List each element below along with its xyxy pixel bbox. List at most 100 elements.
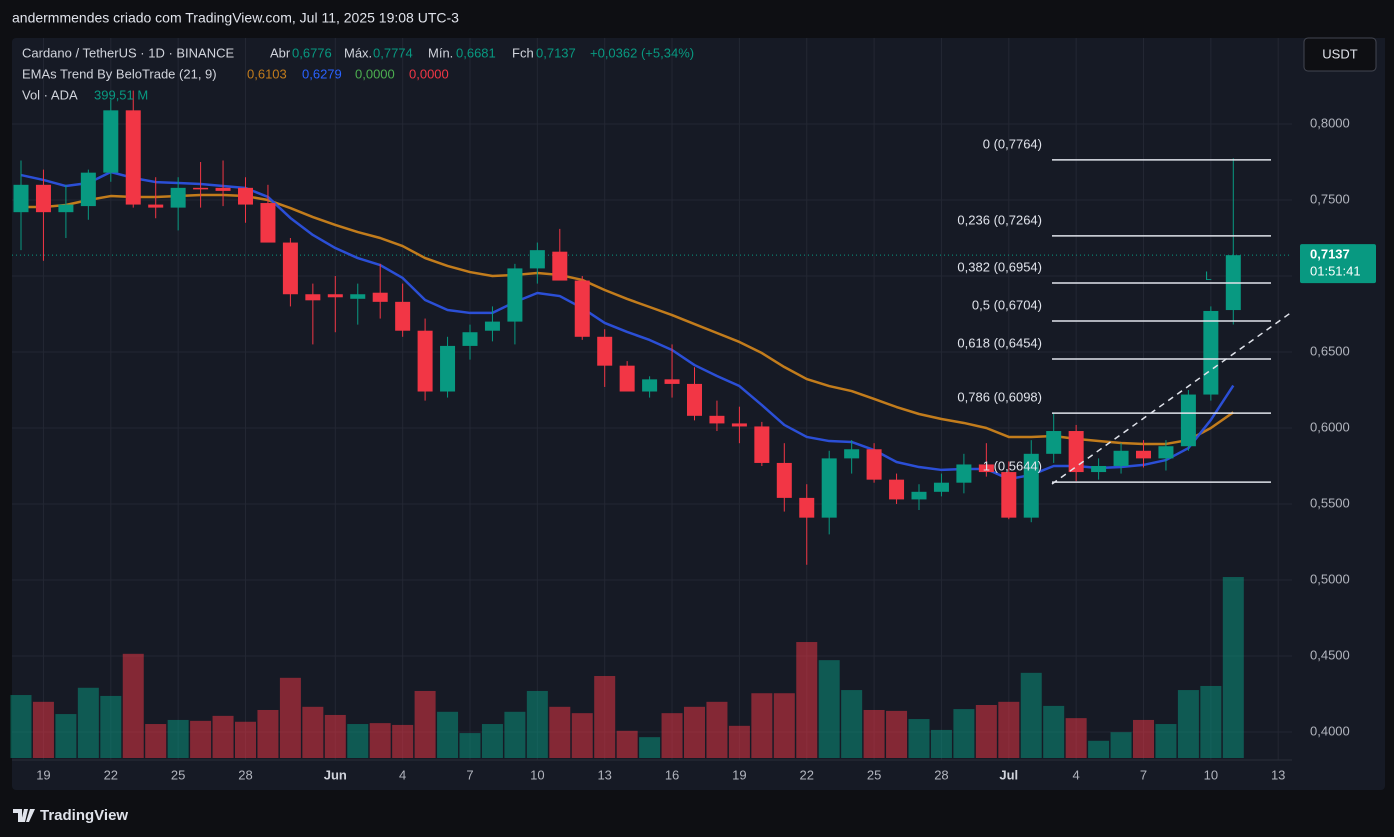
candle-body (170, 187, 186, 208)
candle-body (80, 172, 96, 207)
candle-body (35, 184, 51, 213)
volume-bar (167, 719, 189, 758)
x-tick-label: 7 (466, 767, 473, 782)
y-tick-label: 0,7500 (1310, 191, 1350, 206)
volume-bar (1020, 672, 1042, 758)
open-value: 0,6776 (292, 45, 332, 60)
price-axis (1292, 38, 1385, 760)
candle-body (821, 458, 837, 518)
currency-label: USDT (1322, 46, 1357, 61)
candle-body (731, 423, 747, 427)
candle-body (1158, 446, 1174, 459)
candle-body (58, 204, 74, 213)
volume-bar (594, 676, 616, 758)
fib-label: 0,5 (0,6704) (972, 297, 1042, 312)
candle-body (754, 426, 770, 463)
candle-body (866, 449, 882, 480)
y-tick-label: 0,5000 (1310, 571, 1350, 586)
candle-body (282, 242, 298, 295)
volume-bar (684, 706, 705, 758)
countdown: 01:51:41 (1310, 264, 1361, 279)
volume-bar (818, 660, 840, 758)
volume-bar (212, 715, 234, 758)
y-tick-label: 0,5500 (1310, 495, 1350, 510)
volume-bar (571, 713, 593, 758)
volume-bar (661, 713, 683, 758)
close-label: Fch (512, 45, 534, 60)
volume-bar (930, 729, 952, 758)
high-value: 0,7774 (373, 45, 413, 60)
volume-bar (1043, 705, 1065, 758)
x-tick-label: 16 (665, 767, 679, 782)
volume-bar (347, 724, 369, 758)
candle-body (933, 482, 949, 492)
candle-body (13, 184, 29, 213)
x-tick-label: 13 (597, 767, 611, 782)
currency-button[interactable] (1303, 37, 1377, 72)
candle-body (911, 491, 927, 500)
y-tick-label: 0,6500 (1310, 343, 1350, 358)
volume-bar (728, 725, 750, 758)
volume-bar (1177, 690, 1199, 758)
x-tick-label: Jul (999, 767, 1018, 782)
volume-bar (886, 710, 908, 758)
volume-bar (1065, 718, 1087, 758)
candle-body (574, 280, 590, 337)
caption: andermmendes criado com TradingView.com,… (12, 10, 459, 26)
y-tick-label: 0,4500 (1310, 647, 1350, 662)
volume-bar (122, 653, 144, 758)
volume-bar (10, 695, 32, 758)
volume-bar (324, 714, 346, 758)
y-tick-label: 0,8000 (1310, 115, 1350, 130)
indicator-value: 0,6103 (247, 66, 287, 81)
candle-body (1113, 450, 1129, 466)
candle-body (552, 251, 568, 281)
volume-bar (908, 719, 930, 758)
candle-body (709, 415, 725, 424)
candle-body (889, 479, 905, 500)
volume-bar (190, 720, 212, 758)
x-tick-label: 28 (934, 767, 948, 782)
volume-bar (257, 709, 279, 758)
candle-body (1091, 465, 1107, 473)
volume-bar (279, 677, 301, 758)
candle-body (395, 301, 411, 331)
volume-bar (863, 709, 885, 758)
y-tick-label: 0,6000 (1310, 419, 1350, 434)
volume-bar (481, 724, 503, 758)
candle-body (507, 268, 523, 322)
candle-body (1203, 310, 1219, 395)
candle-body (978, 464, 994, 473)
volume-bar (235, 721, 256, 758)
volume-bar (369, 723, 391, 758)
candle-body (1180, 394, 1196, 447)
volume-bar (773, 693, 795, 758)
indicator-value: 0,0000 (355, 66, 395, 81)
volume-label: Vol · ADA (22, 87, 78, 102)
volume-bar (55, 714, 77, 758)
candle-layer (13, 90, 1241, 565)
x-tick-label: 22 (800, 767, 814, 782)
axis-layer: 0,40000,45000,50000,55000,60000,65000,70… (36, 115, 1376, 782)
indicator-name: EMAs Trend By BeloTrade (21, 9) (22, 66, 217, 81)
x-tick-label: 19 (36, 767, 50, 782)
x-tick-label: 4 (1073, 767, 1080, 782)
candle-body (417, 330, 433, 392)
x-tick-label: 4 (399, 767, 406, 782)
volume-bar (796, 642, 818, 758)
volume-layer (10, 577, 1244, 758)
volume-bar (841, 690, 863, 758)
candle-body (529, 250, 545, 269)
volume-bar (392, 724, 414, 758)
grid (12, 38, 1292, 761)
fib-label: 0,786 (0,6098) (957, 390, 1042, 405)
volume-bar (549, 706, 571, 758)
candle-body (372, 292, 388, 302)
volume-bar (639, 737, 661, 758)
fib-label: 0,382 (0,6954) (957, 259, 1042, 274)
signal-label: L (1205, 269, 1212, 283)
candle-body (193, 187, 209, 190)
candle-body (215, 187, 231, 191)
candle-body (1136, 450, 1151, 459)
